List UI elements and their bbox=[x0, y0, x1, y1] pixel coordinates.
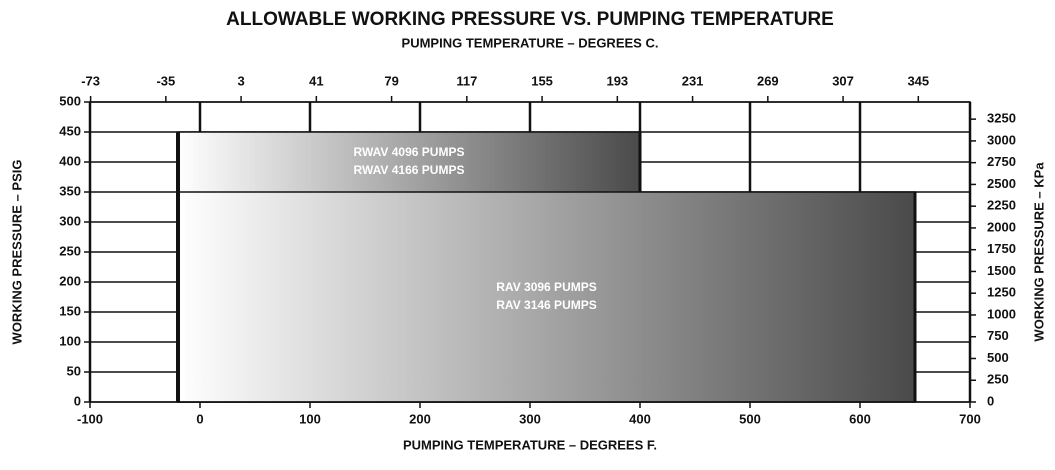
range-bar bbox=[177, 191, 916, 403]
y-tick-label: 150 bbox=[59, 303, 81, 318]
y2-tick-label: 3250 bbox=[987, 111, 1016, 126]
y-axis-label: WORKING PRESSURE – PSIG bbox=[9, 160, 24, 345]
x-tick-label: 600 bbox=[849, 411, 871, 426]
y-tick-label: 250 bbox=[59, 243, 81, 258]
x-tick-label: -100 bbox=[77, 411, 103, 426]
bar-label: RAV 3096 PUMPS bbox=[496, 280, 596, 294]
y2-tick-label: 2000 bbox=[987, 219, 1016, 234]
x2-tick-label: 307 bbox=[832, 73, 854, 88]
chart-title: ALLOWABLE WORKING PRESSURE VS. PUMPING T… bbox=[226, 9, 834, 30]
x-tick-label: 300 bbox=[519, 411, 541, 426]
bar-label: RWAV 4166 PUMPS bbox=[354, 163, 465, 177]
x-tick-label: 500 bbox=[739, 411, 761, 426]
x-tick-label: 400 bbox=[629, 411, 651, 426]
x-tick-label: 0 bbox=[196, 411, 203, 426]
y2-tick-label: 1750 bbox=[987, 241, 1016, 256]
x-axis-label: PUMPING TEMPERATURE – DEGREES F. bbox=[403, 437, 657, 452]
x2-tick-label: 269 bbox=[757, 73, 779, 88]
y-tick-label: 100 bbox=[59, 333, 81, 348]
y2-tick-label: 1500 bbox=[987, 263, 1016, 278]
y2-axis-label: WORKING PRESSURE – KPa bbox=[1031, 162, 1046, 342]
y-tick-label: 450 bbox=[59, 123, 81, 138]
x2-tick-label: -73 bbox=[81, 73, 100, 88]
x2-tick-label: 3 bbox=[237, 73, 244, 88]
y-tick-label: 500 bbox=[59, 93, 81, 108]
y2-tick-label: 2750 bbox=[987, 154, 1016, 169]
y-tick-label: 0 bbox=[74, 393, 81, 408]
y2-tick-label: 250 bbox=[987, 372, 1009, 387]
y2-tick-label: 1000 bbox=[987, 306, 1016, 321]
y2-tick-label: 0 bbox=[987, 393, 994, 408]
x2-tick-label: 41 bbox=[309, 73, 323, 88]
bar-label: RAV 3146 PUMPS bbox=[496, 298, 596, 312]
y-tick-label: 200 bbox=[59, 273, 81, 288]
x2-tick-label: 117 bbox=[456, 73, 477, 88]
x2-tick-label: 155 bbox=[531, 73, 553, 88]
bar-label: RWAV 4096 PUMPS bbox=[354, 145, 465, 159]
y-tick-label: 300 bbox=[59, 213, 81, 228]
y2-tick-label: 750 bbox=[987, 328, 1009, 343]
x2-tick-label: -35 bbox=[156, 73, 175, 88]
y-tick-label: 400 bbox=[59, 153, 81, 168]
x2-tick-label: 193 bbox=[606, 73, 628, 88]
x2-tick-label: 79 bbox=[384, 73, 398, 88]
y-tick-label: 50 bbox=[67, 363, 81, 378]
y-tick-label: 350 bbox=[59, 183, 81, 198]
y2-tick-label: 3000 bbox=[987, 132, 1016, 147]
x2-axis-label: PUMPING TEMPERATURE – DEGREES C. bbox=[402, 35, 659, 50]
y2-tick-label: 1250 bbox=[987, 285, 1016, 300]
x2-tick-label: 231 bbox=[682, 73, 704, 88]
x-tick-label: 200 bbox=[409, 411, 431, 426]
y2-tick-label: 2250 bbox=[987, 198, 1016, 213]
x-tick-label: 100 bbox=[299, 411, 321, 426]
x2-tick-label: 345 bbox=[907, 73, 929, 88]
y2-tick-label: 500 bbox=[987, 350, 1009, 365]
x-tick-label: 700 bbox=[959, 411, 981, 426]
y2-tick-label: 2500 bbox=[987, 176, 1016, 191]
